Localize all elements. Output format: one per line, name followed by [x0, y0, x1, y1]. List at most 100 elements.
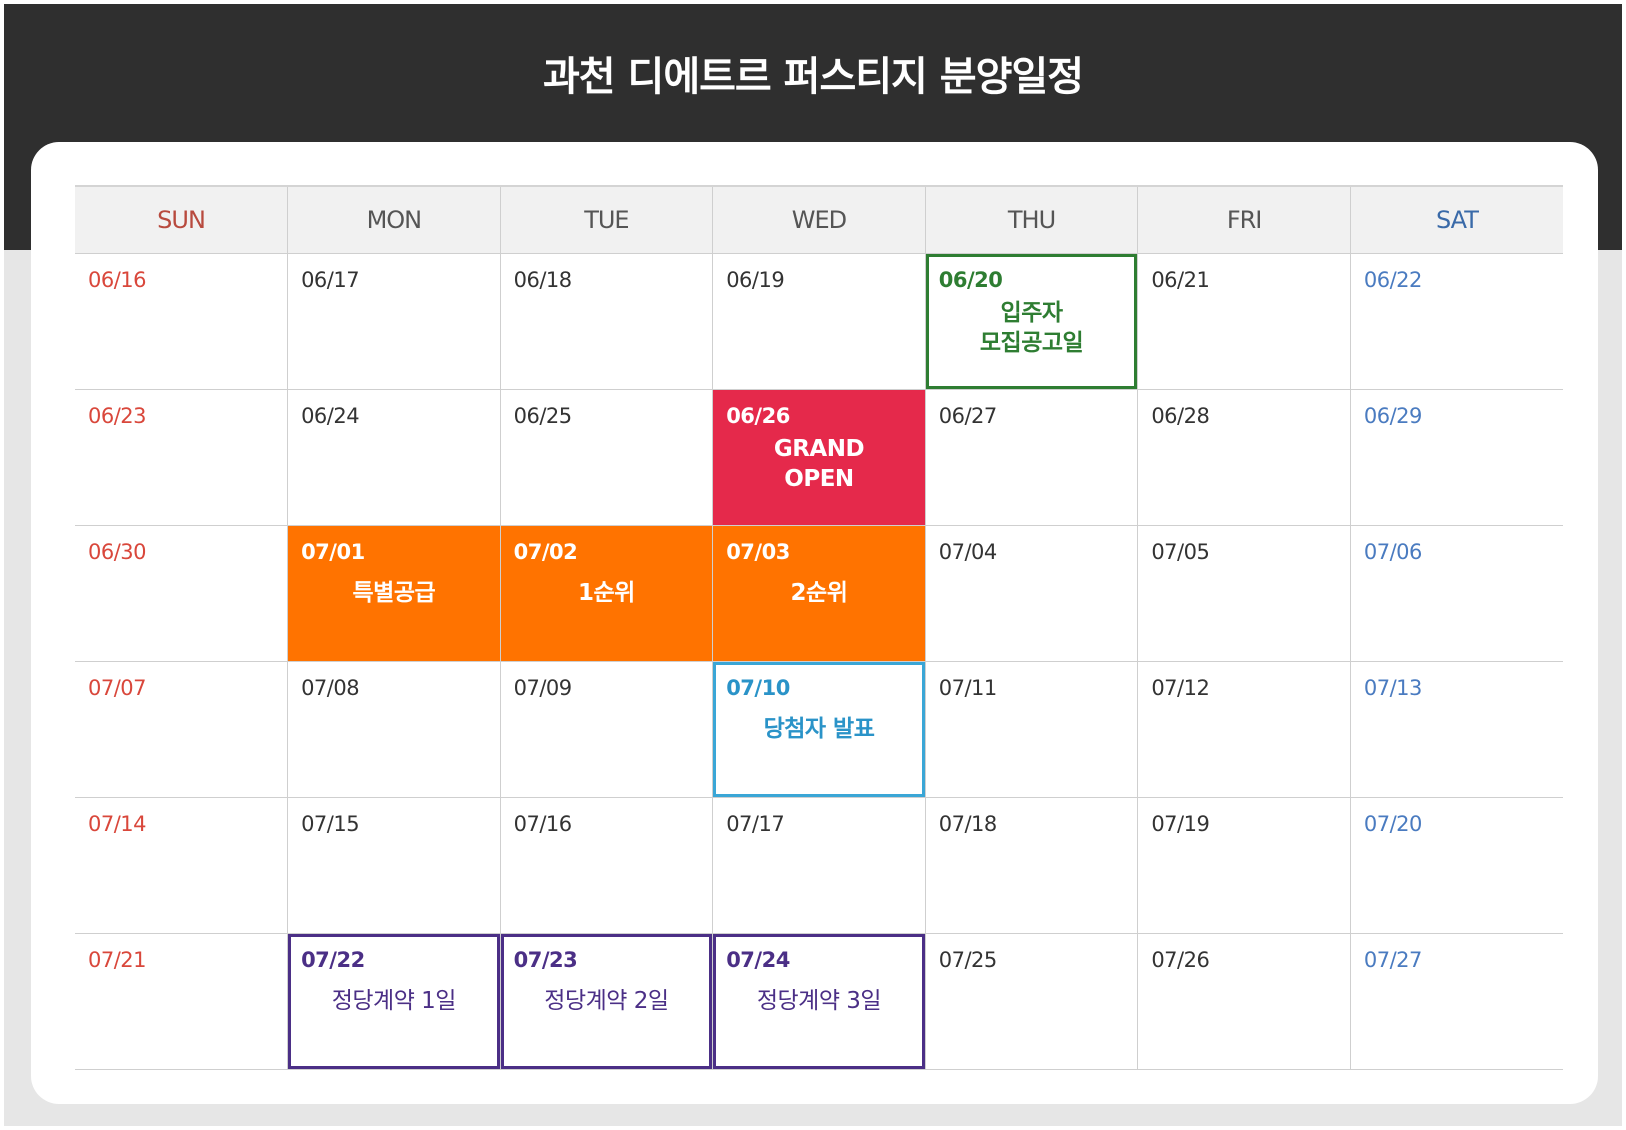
day-cell-inner: 06/30 [75, 526, 287, 661]
event-label: GRAND OPEN [773, 435, 865, 492]
page-frame: 과천 디에트르 퍼스티지 분양일정 SUN MON TUE WED THU FR… [4, 4, 1622, 1126]
date-label: 06/17 [301, 267, 360, 292]
day-cell: 07/13 [1349, 661, 1563, 798]
day-cell-inner: 06/16 [75, 254, 287, 389]
weekday-sat: SAT [1349, 185, 1563, 254]
day-cell-inner: 07/05 [1138, 526, 1350, 661]
schedule-calendar: SUN MON TUE WED THU FRI SAT 06/16 06/17 06… [75, 185, 1563, 1070]
event-cell: 07/02 1순위 [500, 525, 713, 661]
date-label: 07/19 [1151, 811, 1210, 836]
weekday-thu: THU [924, 185, 1138, 254]
day-cell: 07/20 [1349, 797, 1563, 934]
day-cell: 07/24 정당계약 3일 [712, 933, 926, 1070]
day-cell-inner: 07/25 [926, 934, 1138, 1069]
day-cell-inner: 07/04 [926, 526, 1138, 661]
date-label: 07/03 [726, 539, 790, 564]
event-label: 정당계약 2일 [544, 987, 669, 1014]
date-label: 07/17 [726, 811, 785, 836]
day-cell-inner: 06/23 [75, 390, 287, 525]
weekday-sun: SUN [75, 185, 288, 254]
day-cell-inner: 07/16 [501, 798, 713, 933]
weekday-tue: TUE [499, 185, 713, 254]
event-cell: 07/23 정당계약 2일 [500, 933, 713, 1069]
day-cell: 06/22 [1349, 253, 1563, 390]
event-cell: 07/10 당첨자 발표 [713, 661, 925, 797]
weekday-mon: MON [287, 185, 501, 254]
day-cell-inner: 06/19 [713, 254, 925, 389]
day-cell-inner: 07/15 [288, 798, 500, 933]
date-label: 06/27 [938, 403, 998, 428]
day-cell: 07/15 [287, 797, 501, 934]
day-cell: 07/16 [499, 797, 713, 934]
day-cell: 06/23 [75, 389, 288, 526]
day-cell: 07/21 [75, 933, 288, 1070]
day-cell: 07/17 [712, 797, 926, 934]
day-cell-inner: 06/21 [1138, 254, 1350, 389]
day-cell: 07/06 [1349, 525, 1563, 662]
week-row: 06/23 06/24 06/25 06/26 GRAND OPEN 06/27 06/28 0… [75, 389, 1563, 526]
day-cell-inner: 07/07 [75, 662, 287, 797]
day-cell: 07/23 정당계약 2일 [499, 933, 713, 1070]
date-label: 07/14 [88, 811, 147, 836]
date-label: 07/13 [1363, 675, 1423, 700]
date-label: 06/30 [88, 539, 147, 564]
date-label: 07/27 [1363, 947, 1423, 972]
day-cell: 07/08 [287, 661, 501, 798]
event-label: 정당계약 3일 [756, 987, 882, 1014]
date-label: 06/26 [726, 403, 790, 428]
event-label: 입주자 모집공고일 [979, 299, 1084, 356]
day-cell-inner: 07/09 [501, 662, 713, 797]
date-label: 06/22 [1363, 267, 1423, 292]
date-label: 06/18 [513, 267, 573, 292]
day-cell: 06/21 [1137, 253, 1351, 390]
date-label: 07/26 [1151, 947, 1210, 972]
date-label: 06/23 [88, 403, 147, 428]
day-cell: 07/11 [924, 661, 1138, 798]
event-cell: 06/26 GRAND OPEN [713, 389, 925, 525]
weekday-wed: WED [712, 185, 926, 254]
date-label: 06/24 [301, 403, 360, 428]
day-cell: 07/19 [1137, 797, 1351, 934]
day-cell-inner: 06/29 [1351, 390, 1563, 525]
event-cell: 06/20 입주자 모집공고일 [925, 253, 1138, 389]
day-cell: 06/24 [287, 389, 501, 526]
day-cell-inner: 06/24 [288, 390, 500, 525]
date-label: 06/20 [938, 267, 1003, 292]
day-cell-inner: 06/17 [288, 254, 500, 389]
date-label: 07/12 [1151, 675, 1210, 700]
event-label: 특별공급 [352, 579, 436, 606]
date-label: 07/10 [726, 675, 790, 700]
calendar-card: SUN MON TUE WED THU FRI SAT 06/16 06/17 06… [31, 142, 1598, 1104]
date-label: 06/25 [513, 403, 573, 428]
day-cell-inner: 06/18 [501, 254, 713, 389]
day-cell: 07/18 [924, 797, 1138, 934]
event-label: 1순위 [577, 579, 635, 606]
date-label: 07/25 [938, 947, 998, 972]
day-cell-inner: 07/08 [288, 662, 500, 797]
day-cell: 07/01 특별공급 [287, 525, 501, 662]
date-label: 07/23 [513, 947, 578, 972]
date-label: 07/05 [1151, 539, 1210, 564]
day-cell-inner: 06/25 [501, 390, 713, 525]
day-cell-inner: 07/26 [1138, 934, 1350, 1069]
day-cell-inner: 07/21 [75, 934, 287, 1069]
day-cell-inner: 07/17 [713, 798, 925, 933]
event-cell: 07/22 정당계약 1일 [288, 933, 500, 1069]
day-cell: 06/27 [924, 389, 1138, 526]
day-cell-inner: 06/27 [926, 390, 1138, 525]
date-label: 07/20 [1363, 811, 1423, 836]
day-cell: 06/20 입주자 모집공고일 [924, 253, 1138, 390]
date-label: 07/01 [301, 539, 365, 564]
date-label: 07/22 [301, 947, 365, 972]
event-label: 정당계약 1일 [331, 987, 457, 1014]
week-row: 07/21 07/22 정당계약 1일 07/23 정당계약 2일 07/24 정당계약 3… [75, 933, 1563, 1070]
event-label: 당첨자 발표 [763, 715, 875, 742]
calendar-body: 06/16 06/17 06/18 06/19 06/20 입주자 모집공고일 06/21 06… [75, 253, 1563, 1070]
day-cell: 07/07 [75, 661, 288, 798]
day-cell: 07/02 1순위 [499, 525, 713, 662]
day-cell: 07/27 [1349, 933, 1563, 1070]
page-title: 과천 디에트르 퍼스티지 분양일정 [4, 44, 1622, 102]
day-cell: 06/16 [75, 253, 288, 390]
date-label: 07/16 [513, 811, 573, 836]
day-cell-inner: 07/27 [1351, 934, 1563, 1069]
